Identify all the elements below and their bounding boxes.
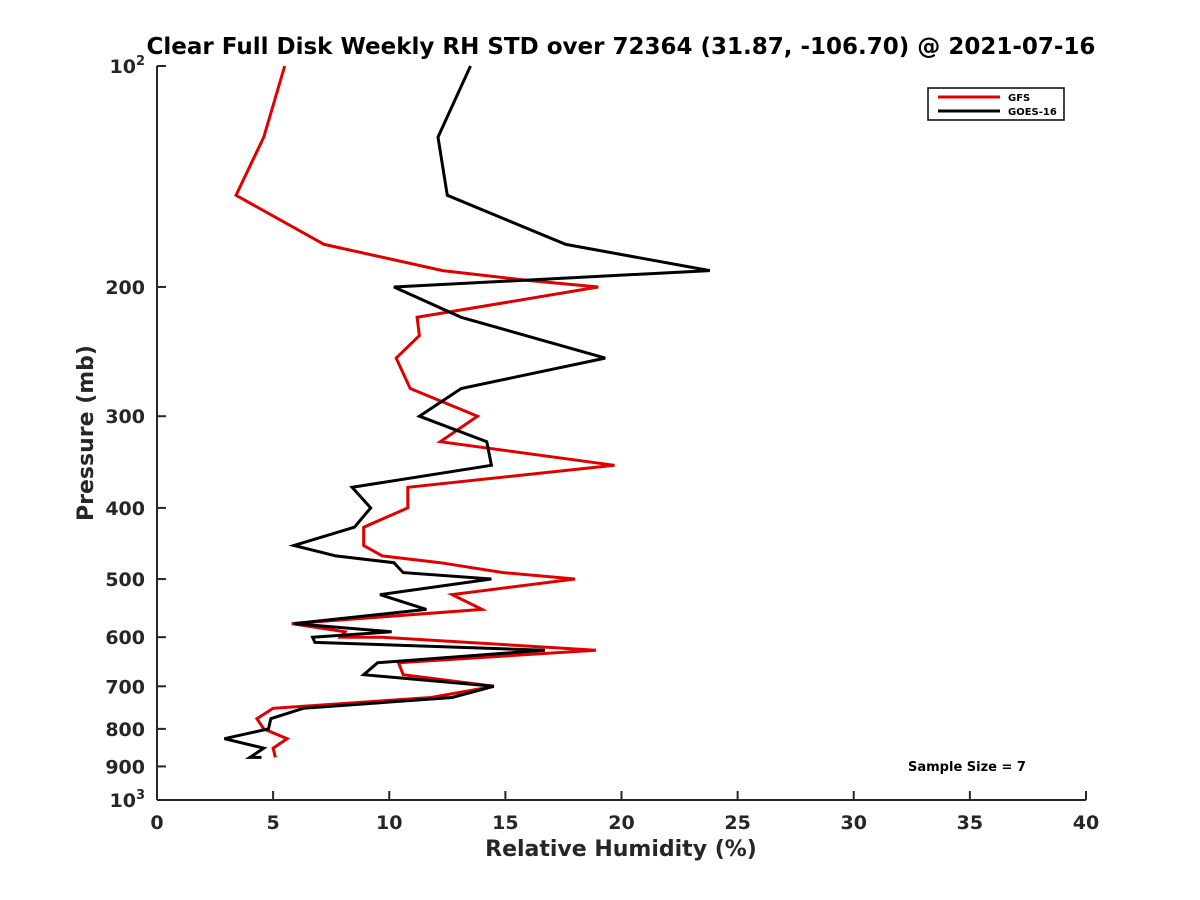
y-tick-label: 200 xyxy=(105,277,145,299)
y-tick-label: 103 xyxy=(110,788,146,812)
series-line-goes-16 xyxy=(224,65,711,759)
chart-title: Clear Full Disk Weekly RH STD over 72364… xyxy=(147,34,1096,60)
series-line-gfs xyxy=(234,65,615,758)
y-tick-label: 900 xyxy=(105,756,145,778)
sample-size-annotation: Sample Size = 7 xyxy=(908,760,1026,775)
legend-box xyxy=(927,87,1065,121)
y-tick-label: 400 xyxy=(105,498,145,520)
legend-label: GFS xyxy=(1008,93,1030,104)
y-tick-label: 300 xyxy=(105,406,145,428)
x-axis-label: Relative Humidity (%) xyxy=(485,837,757,862)
x-tick-label: 0 xyxy=(150,812,163,834)
plot-area: 0 5 10 15 20 25 30 35 40 102 200 300 400 500 600 700 800… xyxy=(105,54,1099,834)
y-tick-label: 102 xyxy=(110,54,146,78)
x-tick-label: 30 xyxy=(841,812,867,834)
y-tick-label: 600 xyxy=(105,627,145,649)
legend: GFS GOES-16 xyxy=(927,87,1065,121)
x-tick-label: 25 xyxy=(724,812,750,834)
x-tick-label: 5 xyxy=(267,812,280,834)
x-tick-label: 15 xyxy=(492,812,518,834)
y-tick-label: 800 xyxy=(105,719,145,741)
x-tick-label: 20 xyxy=(608,812,634,834)
y-axis-label: Pressure (mb) xyxy=(74,345,99,521)
y-tick-label: 500 xyxy=(105,569,145,591)
x-tick-label: 10 xyxy=(376,812,402,834)
legend-label: GOES-16 xyxy=(1008,107,1057,118)
x-tick-label: 40 xyxy=(1073,812,1099,834)
x-tick-label: 35 xyxy=(957,812,983,834)
y-tick-label: 700 xyxy=(105,676,145,698)
